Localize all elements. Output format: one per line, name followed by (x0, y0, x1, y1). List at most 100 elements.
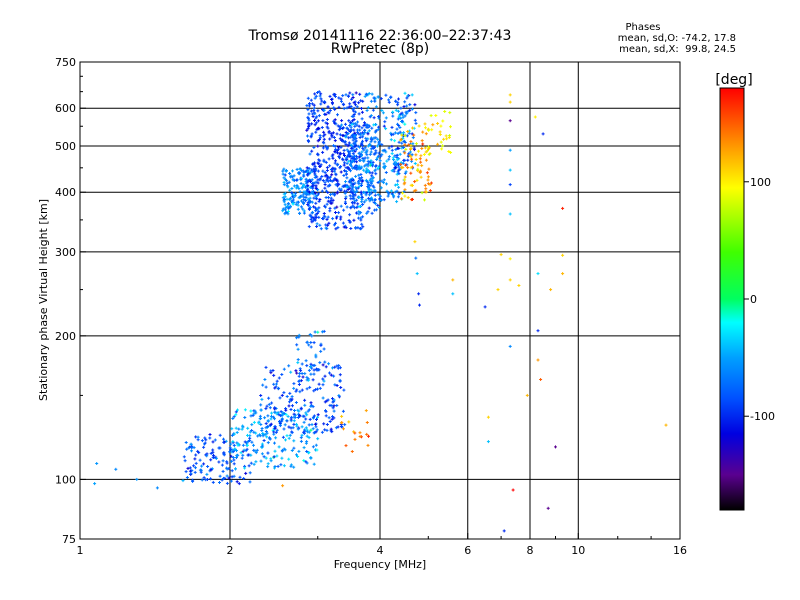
data-point (368, 152, 372, 156)
data-point (312, 372, 316, 376)
data-point (203, 436, 207, 440)
data-point (281, 196, 285, 200)
data-point (357, 176, 361, 180)
data-point (369, 140, 373, 144)
data-point (377, 142, 381, 146)
data-point (339, 423, 343, 426)
data-point (357, 167, 361, 171)
data-point (274, 385, 278, 389)
data-point (348, 213, 352, 217)
data-point (342, 174, 346, 177)
data-point (333, 161, 337, 165)
data-point (352, 114, 356, 118)
data-point (236, 408, 239, 412)
data-point (349, 135, 353, 139)
data-point (393, 139, 397, 143)
data-point (391, 114, 395, 118)
data-point (365, 211, 369, 215)
data-point (264, 430, 268, 433)
data-point (190, 469, 194, 473)
data-point (284, 169, 288, 173)
data-point (305, 428, 309, 432)
data-point (413, 162, 417, 165)
data-point (279, 463, 283, 467)
data-point (354, 103, 357, 107)
data-point (396, 170, 400, 174)
x-tick-label: 6 (464, 544, 471, 557)
data-point (328, 137, 332, 141)
data-point (344, 226, 348, 230)
data-point (301, 207, 305, 211)
data-point (266, 414, 270, 418)
data-point (194, 461, 198, 465)
data-point (398, 113, 402, 117)
data-point (362, 168, 366, 172)
data-point (306, 188, 310, 192)
data-point (308, 333, 312, 336)
data-point (409, 143, 413, 147)
data-point (284, 438, 287, 442)
data-point (317, 206, 321, 210)
data-point (368, 124, 371, 128)
data-point (278, 419, 281, 423)
data-point (335, 163, 339, 167)
data-point (380, 153, 384, 157)
data-point (370, 211, 374, 215)
data-point (348, 163, 352, 167)
data-point (304, 181, 308, 185)
data-point (414, 158, 418, 161)
data-point (403, 134, 407, 138)
data-point (351, 158, 355, 162)
data-point (502, 529, 506, 533)
data-point (302, 430, 306, 434)
data-point (341, 94, 345, 98)
data-point (302, 459, 306, 463)
data-point (314, 130, 318, 134)
data-point (397, 115, 401, 119)
data-point (364, 198, 368, 202)
data-point (314, 194, 318, 198)
data-point (410, 153, 414, 157)
data-point (289, 175, 293, 179)
data-point (258, 434, 262, 438)
data-point (366, 183, 370, 186)
data-point (342, 126, 345, 130)
data-point (371, 198, 375, 202)
data-point (343, 154, 346, 157)
data-point (292, 422, 296, 426)
data-point (345, 106, 349, 110)
data-point (221, 469, 225, 473)
data-point (334, 227, 338, 231)
y-tick-label: 400 (55, 186, 76, 199)
data-point (382, 181, 386, 185)
data-point (420, 139, 424, 143)
data-point (406, 94, 410, 98)
data-point (401, 119, 404, 123)
data-point (340, 425, 343, 428)
data-point (303, 403, 307, 407)
data-point (310, 102, 314, 106)
data-point (310, 181, 314, 185)
data-point (293, 193, 297, 197)
y-tick-label: 750 (55, 56, 76, 69)
data-point (379, 154, 383, 158)
data-point (297, 196, 301, 200)
data-point (403, 178, 407, 182)
data-point (396, 162, 400, 166)
data-point (283, 195, 287, 199)
data-point (411, 136, 415, 140)
data-point (297, 374, 301, 378)
data-point (292, 412, 296, 416)
data-point (362, 159, 366, 163)
data-point (347, 94, 350, 98)
data-point (246, 426, 250, 430)
data-point (344, 170, 348, 173)
data-point (351, 119, 354, 123)
data-point (342, 163, 346, 167)
data-point (265, 431, 269, 435)
data-point (369, 177, 373, 181)
data-point (298, 167, 302, 171)
data-point (252, 443, 255, 447)
data-point (365, 432, 369, 436)
data-point (374, 208, 378, 212)
